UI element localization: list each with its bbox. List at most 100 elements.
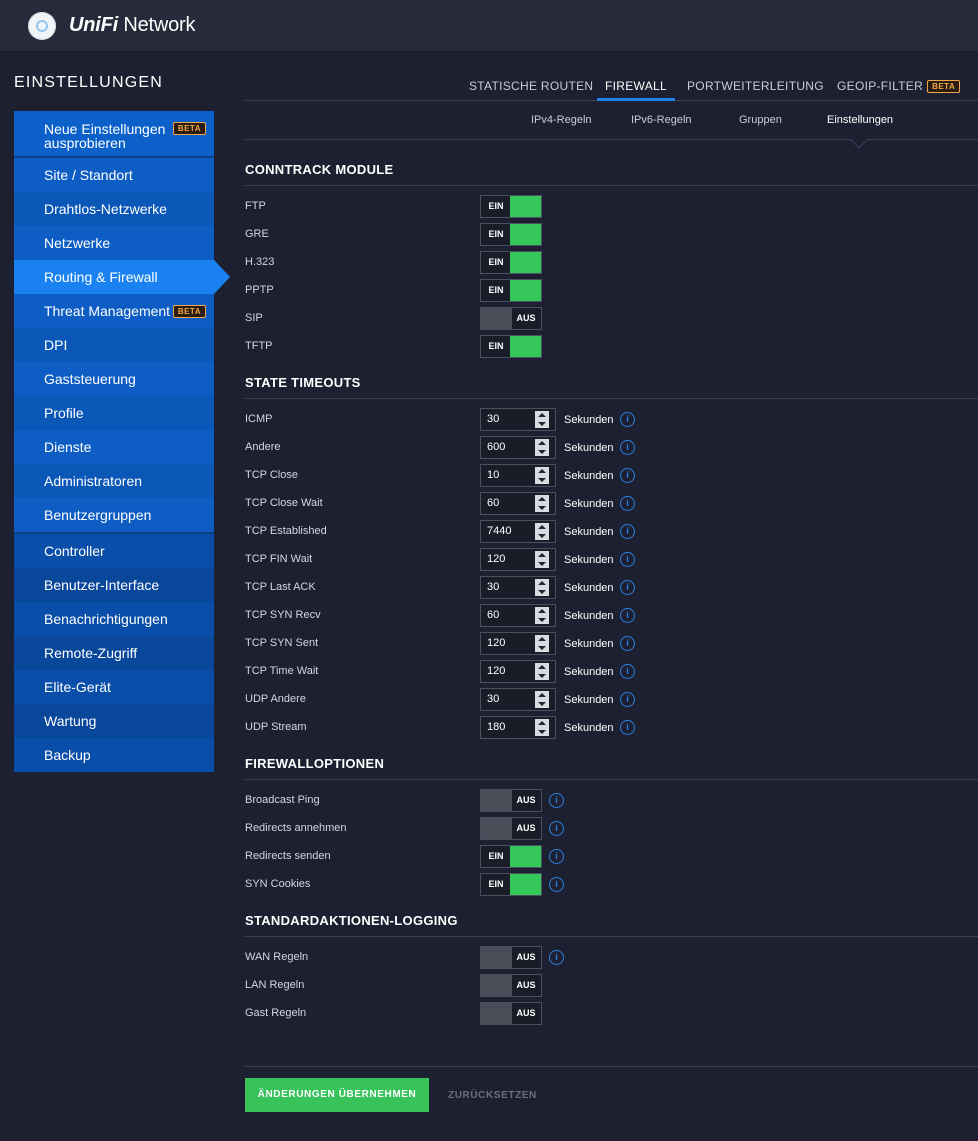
sidebar-item-backup[interactable]: Backup <box>14 738 214 772</box>
info-icon[interactable]: i <box>620 664 635 679</box>
sidebar-item-wartung[interactable]: Wartung <box>14 704 214 738</box>
sidebar-item-gaststeuerung[interactable]: Gaststeuerung <box>14 362 214 396</box>
stepper-arrows-icon[interactable] <box>535 495 549 512</box>
stepper-arrows-icon[interactable] <box>535 663 549 680</box>
info-icon[interactable]: i <box>549 849 564 864</box>
toggle-wan-regeln[interactable]: AUS <box>480 946 542 969</box>
timeout-input-tcp-close[interactable]: 10 <box>480 464 556 487</box>
timeout-input-udp-stream[interactable]: 180 <box>480 716 556 739</box>
stepper-arrows-icon[interactable] <box>535 607 549 624</box>
info-icon[interactable]: i <box>620 580 635 595</box>
timeout-input-tcp-close-wait[interactable]: 60 <box>480 492 556 515</box>
subtab-groups[interactable]: Gruppen <box>739 114 782 126</box>
tab-geoip-filter[interactable]: GEOIP-FILTER BETA <box>837 79 961 101</box>
timeout-input-tcp-syn-sent[interactable]: 120 <box>480 632 556 655</box>
info-icon[interactable]: i <box>549 950 564 965</box>
toggle-gast-regeln[interactable]: AUS <box>480 1002 542 1025</box>
label-icmp: ICMP <box>245 413 273 425</box>
sidebar-item-drahtlos-netzwerke[interactable]: Drahtlos-Netzwerke <box>14 192 214 226</box>
toggle-state-label: EIN <box>488 257 504 267</box>
timeout-value: 120 <box>487 553 506 565</box>
main-tabs: STATISCHE ROUTEN FIREWALL PORTWEITERLEIT… <box>245 72 978 101</box>
toggle-h-323[interactable]: EIN <box>480 251 542 274</box>
timeout-input-tcp-fin-wait[interactable]: 120 <box>480 548 556 571</box>
info-icon[interactable]: i <box>620 524 635 539</box>
stepper-arrows-icon[interactable] <box>535 467 549 484</box>
sidebar-item-routing-firewall[interactable]: Routing & Firewall <box>14 260 230 294</box>
toggle-redirects-annehmen[interactable]: AUS <box>480 817 542 840</box>
timeout-input-tcp-syn-recv[interactable]: 60 <box>480 604 556 627</box>
sidebar-item-benutzer-interface[interactable]: Benutzer-Interface <box>14 568 214 602</box>
unit-label: Sekunden <box>564 694 614 706</box>
toggle-syn-cookies[interactable]: EIN <box>480 873 542 896</box>
stepper-arrows-icon[interactable] <box>535 635 549 652</box>
sidebar-item-administratoren[interactable]: Administratoren <box>14 464 214 498</box>
sidebar-item-label: Elite-Gerät <box>44 679 111 695</box>
sidebar-item-netzwerke[interactable]: Netzwerke <box>14 226 214 260</box>
info-icon[interactable]: i <box>549 877 564 892</box>
label-andere: Andere <box>245 441 281 453</box>
sidebar-item-remote-zugriff[interactable]: Remote-Zugriff <box>14 636 214 670</box>
timeout-input-tcp-last-ack[interactable]: 30 <box>480 576 556 599</box>
info-icon[interactable]: i <box>549 821 564 836</box>
stepper-arrows-icon[interactable] <box>535 579 549 596</box>
stepper-arrows-icon[interactable] <box>535 551 549 568</box>
info-icon[interactable]: i <box>620 496 635 511</box>
timeout-input-icmp[interactable]: 30 <box>480 408 556 431</box>
info-icon[interactable]: i <box>549 793 564 808</box>
timeout-value: 600 <box>487 441 506 453</box>
stepper-arrows-icon[interactable] <box>535 719 549 736</box>
subtab-ipv6-rules[interactable]: IPv6-Regeln <box>631 114 692 126</box>
sidebar-item-profile[interactable]: Profile <box>14 396 214 430</box>
stepper-arrows-icon[interactable] <box>535 523 549 540</box>
info-icon[interactable]: i <box>620 636 635 651</box>
unifi-logo-icon[interactable] <box>28 12 56 40</box>
tab-static-routes[interactable]: STATISCHE ROUTEN <box>469 79 594 93</box>
label-gre: GRE <box>245 228 269 240</box>
info-icon[interactable]: i <box>620 720 635 735</box>
unit-label: Sekunden <box>564 498 614 510</box>
tab-port-forwarding[interactable]: PORTWEITERLEITUNG <box>687 79 824 93</box>
apply-changes-button[interactable]: ÄNDERUNGEN ÜBERNEHMEN <box>245 1078 429 1112</box>
toggle-pptp[interactable]: EIN <box>480 279 542 302</box>
info-icon[interactable]: i <box>620 412 635 427</box>
timeout-value: 30 <box>487 581 500 593</box>
info-icon[interactable]: i <box>620 608 635 623</box>
toggle-tftp[interactable]: EIN <box>480 335 542 358</box>
toggle-ftp[interactable]: EIN <box>480 195 542 218</box>
sidebar-item-threat-management[interactable]: Threat Management BETA <box>14 294 214 328</box>
sidebar-item-dienste[interactable]: Dienste <box>14 430 214 464</box>
toggle-broadcast-ping[interactable]: AUS <box>480 789 542 812</box>
label-pptp: PPTP <box>245 284 274 296</box>
toggle-knob <box>481 790 512 811</box>
stepper-arrows-icon[interactable] <box>535 411 549 428</box>
timeout-input-udp-andere[interactable]: 30 <box>480 688 556 711</box>
timeout-input-andere[interactable]: 600 <box>480 436 556 459</box>
sidebar-item-elite-gerät[interactable]: Elite-Gerät <box>14 670 214 704</box>
sidebar-item-site-standort[interactable]: Site / Standort <box>14 158 214 192</box>
subtab-ipv4-rules[interactable]: IPv4-Regeln <box>531 114 592 126</box>
info-icon[interactable]: i <box>620 440 635 455</box>
timeout-input-tcp-time-wait[interactable]: 120 <box>480 660 556 683</box>
stepper-arrows-icon[interactable] <box>535 439 549 456</box>
toggle-state-label: AUS <box>516 980 536 990</box>
toggle-lan-regeln[interactable]: AUS <box>480 974 542 997</box>
stepper-arrows-icon[interactable] <box>535 691 549 708</box>
sidebar-item-benachrichtigungen[interactable]: Benachrichtigungen <box>14 602 214 636</box>
toggle-gre[interactable]: EIN <box>480 223 542 246</box>
timeout-input-tcp-established[interactable]: 7440 <box>480 520 556 543</box>
toggle-knob <box>481 947 512 968</box>
unit-label: Sekunden <box>564 638 614 650</box>
info-icon[interactable]: i <box>620 468 635 483</box>
toggle-sip[interactable]: AUS <box>480 307 542 330</box>
subtab-settings[interactable]: Einstellungen <box>827 114 894 126</box>
sidebar-item-benutzergruppen[interactable]: Benutzergruppen <box>14 498 214 532</box>
info-icon[interactable]: i <box>620 692 635 707</box>
sidebar-item-controller[interactable]: Controller <box>14 534 214 568</box>
sidebar-item-dpi[interactable]: DPI <box>14 328 214 362</box>
toggle-redirects-senden[interactable]: EIN <box>480 845 542 868</box>
tab-firewall[interactable]: FIREWALL <box>597 79 675 101</box>
info-icon[interactable]: i <box>620 552 635 567</box>
reset-button[interactable]: ZURÜCKSETZEN <box>448 1090 537 1101</box>
sidebar-item-new-settings[interactable]: Neue Einstellungen ausprobieren BETA <box>14 111 214 158</box>
